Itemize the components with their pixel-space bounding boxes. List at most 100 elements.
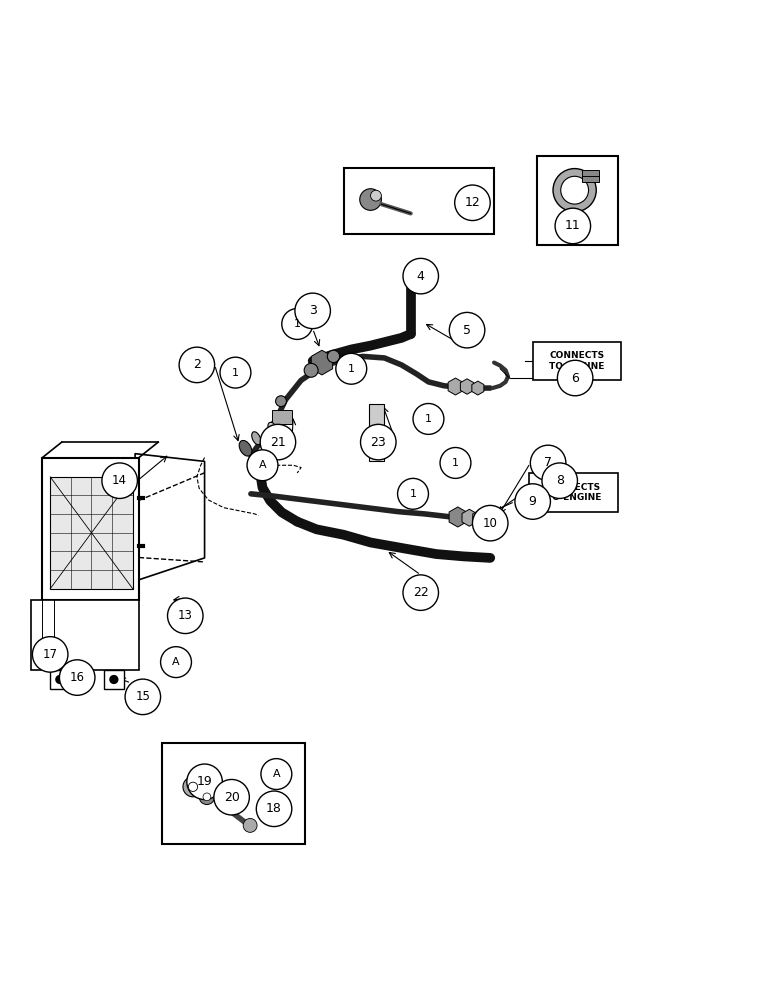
Text: 1: 1	[409, 489, 417, 499]
Bar	[529, 473, 618, 512]
Bar	[31, 600, 139, 670]
Circle shape	[403, 575, 438, 610]
Polygon shape	[311, 350, 333, 375]
Polygon shape	[448, 378, 463, 395]
Ellipse shape	[252, 432, 261, 445]
Text: 20: 20	[224, 791, 239, 804]
Circle shape	[491, 514, 502, 525]
Text: 15: 15	[135, 690, 151, 703]
Text: CONNECTS
TO ENGINE: CONNECTS TO ENGINE	[550, 351, 604, 371]
Bar	[582, 170, 599, 182]
Bar	[369, 403, 384, 433]
Text: 10: 10	[482, 517, 498, 530]
Circle shape	[110, 675, 119, 684]
Circle shape	[360, 189, 381, 210]
Polygon shape	[472, 510, 486, 525]
Circle shape	[455, 185, 490, 221]
Circle shape	[247, 450, 278, 481]
Text: 14: 14	[112, 474, 127, 487]
Polygon shape	[449, 507, 466, 527]
Circle shape	[371, 190, 381, 201]
Circle shape	[560, 176, 588, 204]
Bar	[42, 458, 139, 600]
Ellipse shape	[239, 440, 252, 456]
Bar	[533, 342, 621, 380]
Circle shape	[440, 448, 471, 478]
Bar	[162, 743, 305, 844]
Circle shape	[282, 309, 313, 339]
Text: 1: 1	[293, 319, 301, 329]
Text: 18: 18	[266, 802, 282, 815]
Circle shape	[102, 463, 137, 498]
Circle shape	[199, 789, 215, 805]
Text: 7: 7	[544, 456, 552, 469]
Text: 21: 21	[270, 436, 286, 449]
Polygon shape	[460, 379, 474, 394]
Circle shape	[472, 505, 508, 541]
Circle shape	[161, 647, 191, 678]
Bar	[50, 670, 69, 689]
Circle shape	[530, 445, 566, 481]
Circle shape	[557, 360, 593, 396]
Ellipse shape	[276, 396, 286, 407]
Text: 3: 3	[309, 304, 317, 317]
Text: 11: 11	[565, 219, 581, 232]
Text: 17: 17	[42, 648, 58, 661]
Circle shape	[214, 779, 249, 815]
Bar	[272, 410, 292, 424]
Circle shape	[183, 777, 203, 797]
Text: 1: 1	[232, 368, 239, 378]
Text: 23: 23	[371, 436, 386, 449]
Text: A: A	[259, 460, 266, 470]
Circle shape	[403, 258, 438, 294]
Circle shape	[449, 312, 485, 348]
Bar	[50, 477, 133, 589]
Circle shape	[55, 675, 64, 684]
Text: 22: 22	[413, 586, 428, 599]
Circle shape	[295, 293, 330, 329]
Circle shape	[304, 363, 318, 377]
Circle shape	[261, 759, 292, 790]
Circle shape	[553, 169, 596, 212]
Circle shape	[260, 424, 296, 460]
Text: 8: 8	[556, 474, 564, 487]
Text: A: A	[273, 769, 280, 779]
Text: 19: 19	[197, 775, 212, 788]
Circle shape	[32, 637, 68, 672]
Text: 2: 2	[193, 358, 201, 371]
Text: 5: 5	[463, 324, 471, 337]
Text: 12: 12	[465, 196, 480, 209]
Text: 1: 1	[425, 414, 432, 424]
Circle shape	[555, 208, 591, 244]
Circle shape	[125, 679, 161, 715]
Ellipse shape	[268, 422, 276, 431]
Circle shape	[203, 793, 211, 801]
Circle shape	[483, 512, 496, 525]
Bar	[104, 670, 124, 689]
Circle shape	[179, 347, 215, 383]
Circle shape	[542, 463, 577, 498]
Circle shape	[413, 403, 444, 434]
Text: 16: 16	[69, 671, 85, 684]
Circle shape	[361, 424, 396, 460]
Circle shape	[168, 598, 203, 634]
Polygon shape	[462, 509, 477, 526]
Circle shape	[59, 660, 95, 695]
Circle shape	[243, 818, 257, 832]
Circle shape	[327, 350, 340, 363]
Circle shape	[336, 353, 367, 384]
Bar	[537, 156, 618, 245]
Circle shape	[220, 357, 251, 388]
Text: 1: 1	[452, 458, 459, 468]
Circle shape	[188, 782, 198, 791]
Text: A: A	[172, 657, 180, 667]
Text: 1: 1	[347, 364, 355, 374]
Text: 13: 13	[178, 609, 193, 622]
Circle shape	[398, 478, 428, 509]
Circle shape	[187, 764, 222, 800]
Polygon shape	[472, 381, 484, 395]
Text: CONNECTS
TO ENGINE: CONNECTS TO ENGINE	[546, 483, 601, 502]
Circle shape	[256, 791, 292, 827]
Bar	[369, 437, 384, 461]
Text: 9: 9	[529, 495, 537, 508]
